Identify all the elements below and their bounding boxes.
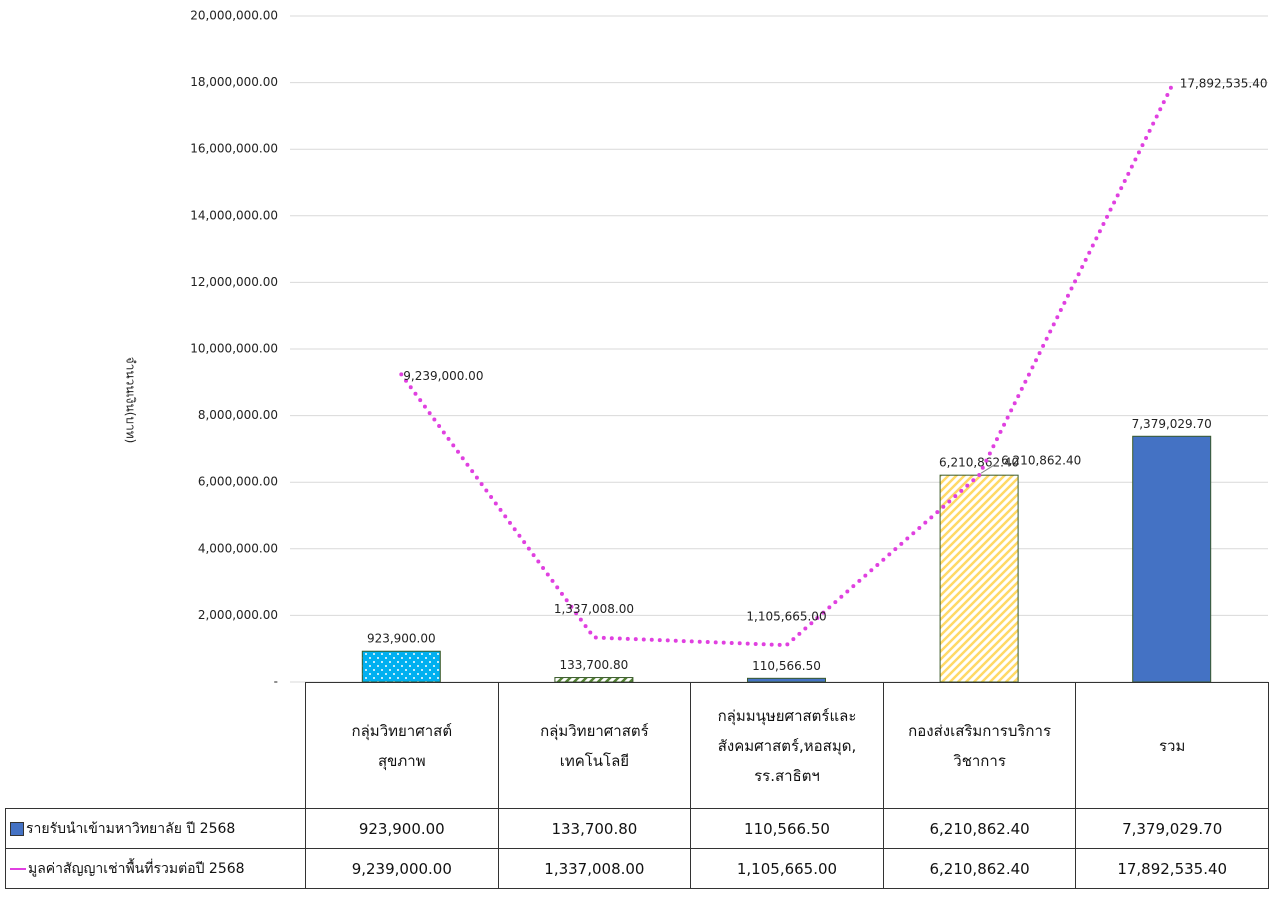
y-tick-label: 20,000,000.00 <box>190 9 278 23</box>
y-tick-label: - <box>274 675 278 689</box>
y-axis-label: จำนวนเงิน(บาท) <box>124 357 138 444</box>
y-tick-label: 8,000,000.00 <box>198 408 278 422</box>
bar-value-label: 6,210,862.40 <box>939 456 1019 470</box>
table-value-cell: 110,566.50 <box>690 808 884 849</box>
line <box>399 84 1174 648</box>
table-value-cell: 17,892,535.40 <box>1075 848 1269 889</box>
bar-value-label: 133,700.80 <box>560 658 629 672</box>
y-tick-label: 2,000,000.00 <box>198 608 278 622</box>
line-value-label: 17,892,535.40 <box>1180 77 1268 91</box>
table-value-cell: 7,379,029.70 <box>1075 808 1269 849</box>
line-value-label: 9,239,000.00 <box>403 369 483 383</box>
table-value-cell: 923,900.00 <box>305 808 499 849</box>
table-value-cell: 9,239,000.00 <box>305 848 499 889</box>
legend-label: รายรับนำเข้ามหาวิทยาลัย ปี 2568 <box>26 820 236 837</box>
y-tick-label: 12,000,000.00 <box>190 275 278 289</box>
legend-cell: รายรับนำเข้ามหาวิทยาลัย ปี 2568 <box>5 808 306 849</box>
leader-line <box>980 462 998 474</box>
table-value-cell: 1,105,665.00 <box>690 848 884 889</box>
bar <box>747 677 826 683</box>
y-tick-label: 6,000,000.00 <box>198 475 278 489</box>
table-value-cell: 6,210,862.40 <box>882 848 1077 889</box>
bar <box>361 650 441 683</box>
table-header-cell: กลุ่มมนุษยศาสตร์และ สังคมศาสตร์,หอสมุด, … <box>690 682 884 809</box>
table-header-cell: รวม <box>1075 682 1269 809</box>
line-value-label: 1,105,665.00 <box>746 610 826 624</box>
y-tick-label: 14,000,000.00 <box>190 208 278 222</box>
legend-key <box>10 821 24 836</box>
y-tick-label: 10,000,000.00 <box>190 342 278 356</box>
y-tick-label: 4,000,000.00 <box>198 541 278 555</box>
bar-value-label: 923,900.00 <box>367 632 436 646</box>
y-tick-label: 18,000,000.00 <box>190 75 278 89</box>
legend-cell: มูลค่าสัญญาเช่าพื้นที่รวมต่อปี 2568 <box>5 848 306 889</box>
bar <box>939 474 1019 683</box>
table-header-cell: กลุ่มวิทยาศาสตร์ เทคโนโลยี <box>497 682 692 809</box>
line-value-label: 1,337,008.00 <box>554 602 634 616</box>
bar-value-label: 110,566.50 <box>752 659 821 673</box>
legend-label: มูลค่าสัญญาเช่าพื้นที่รวมต่อปี 2568 <box>28 860 245 877</box>
bar <box>1132 435 1212 683</box>
table-header-cell: กลุ่มวิทยาศาสต์ สุขภาพ <box>305 682 499 809</box>
table-value-cell: 1,337,008.00 <box>497 848 692 889</box>
table-value-cell: 6,210,862.40 <box>882 808 1077 849</box>
line-value-label: 6,210,862.40 <box>1001 454 1081 468</box>
bar-value-label: 7,379,029.70 <box>1132 417 1212 431</box>
table-header-cell: กองส่งเสริมการบริการ วิชาการ <box>882 682 1077 809</box>
legend-key <box>10 867 26 870</box>
y-tick-label: 16,000,000.00 <box>190 142 278 156</box>
table-value-cell: 133,700.80 <box>497 808 692 849</box>
